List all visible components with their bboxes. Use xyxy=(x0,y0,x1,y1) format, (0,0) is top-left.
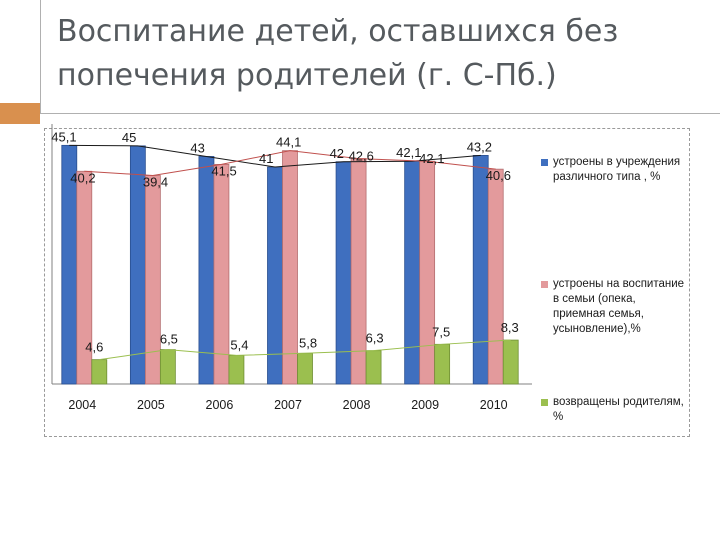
chart-legend: устроены в учреждения различного типа , … xyxy=(541,155,691,435)
x-tick-label-2009: 2009 xyxy=(411,398,439,412)
data-label-2-2004: 4,6 xyxy=(85,340,103,355)
data-label-0-2007: 41 xyxy=(259,151,273,166)
trend-line-0 xyxy=(69,144,481,168)
bar-0-2010 xyxy=(472,154,489,385)
data-label-1-2008: 42,6 xyxy=(349,149,374,164)
bar-2-2009 xyxy=(434,343,451,385)
slide-title-line-1: Воспитание детей, оставшихся без xyxy=(57,14,619,49)
bar-0-2009 xyxy=(404,160,421,385)
data-label-0-2008: 42 xyxy=(330,146,344,161)
data-label-1-2006: 41,5 xyxy=(211,163,236,178)
data-label-0-2005: 45 xyxy=(122,130,136,145)
data-label-2-2010: 8,3 xyxy=(501,320,519,335)
title-divider-horizontal xyxy=(40,113,720,114)
data-label-0-2006: 43 xyxy=(190,140,204,155)
title-divider-vertical xyxy=(40,0,41,113)
legend-label-families: устроены на воспитание в семьи (опека, п… xyxy=(553,278,685,335)
data-label-1-2010: 40,6 xyxy=(486,168,511,183)
x-tick-label-2010: 2010 xyxy=(480,398,508,412)
bar-2-2007 xyxy=(297,352,313,385)
data-label-0-2009: 42,1 xyxy=(396,145,421,160)
data-label-2-2009: 7,5 xyxy=(432,324,450,339)
data-label-2-2005: 6,5 xyxy=(160,332,178,347)
bar-2-2004 xyxy=(91,359,108,385)
legend-swatch-families xyxy=(541,281,548,288)
data-label-1-2004: 40,2 xyxy=(70,170,95,185)
bar-0-2007 xyxy=(267,166,283,385)
legend-label-institutions: устроены в учреждения различного типа , … xyxy=(553,156,681,183)
chart-frame xyxy=(44,128,690,437)
bar-2-2008 xyxy=(365,350,382,385)
data-label-2-2007: 5,8 xyxy=(299,335,317,350)
trend-line-1 xyxy=(84,150,496,177)
x-tick-label-2004: 2004 xyxy=(68,398,96,412)
bar-2-2010 xyxy=(502,339,519,385)
bar-1-2006 xyxy=(213,163,230,385)
data-label-1-2009: 42,1 xyxy=(419,151,444,166)
x-tick-label-2005: 2005 xyxy=(137,398,165,412)
data-label-2-2006: 5,4 xyxy=(230,337,248,352)
data-label-1-2007: 44,1 xyxy=(276,135,301,150)
bar-1-2008 xyxy=(350,158,367,385)
legend-swatch-institutions xyxy=(541,159,548,166)
bar-1-2007 xyxy=(282,150,298,385)
data-label-0-2004: 45,1 xyxy=(51,129,76,144)
legend-label-returned: возвращены родителям, % xyxy=(553,396,684,423)
bar-1-2009 xyxy=(419,160,436,385)
x-tick-label-2007: 2007 xyxy=(274,398,302,412)
accent-bar xyxy=(0,103,40,124)
x-tick-label-2008: 2008 xyxy=(343,398,371,412)
legend-swatch-returned xyxy=(541,399,548,406)
bar-1-2010 xyxy=(487,168,504,385)
bar-2-2006 xyxy=(228,355,245,385)
trend-line-2 xyxy=(99,339,511,361)
x-tick-label-2006: 2006 xyxy=(206,398,234,412)
bar-0-2006 xyxy=(198,156,215,385)
slide-title: Воспитание детей, оставшихся без попечен… xyxy=(57,10,697,98)
data-label-0-2010: 43,2 xyxy=(467,139,492,154)
bar-2-2005 xyxy=(159,349,176,385)
bar-0-2008 xyxy=(335,161,352,385)
slide-title-line-2: попечения родителей (г. С-Пб.) xyxy=(57,58,557,93)
data-label-2-2008: 6,3 xyxy=(366,331,384,346)
data-label-1-2005: 39,4 xyxy=(143,175,168,190)
